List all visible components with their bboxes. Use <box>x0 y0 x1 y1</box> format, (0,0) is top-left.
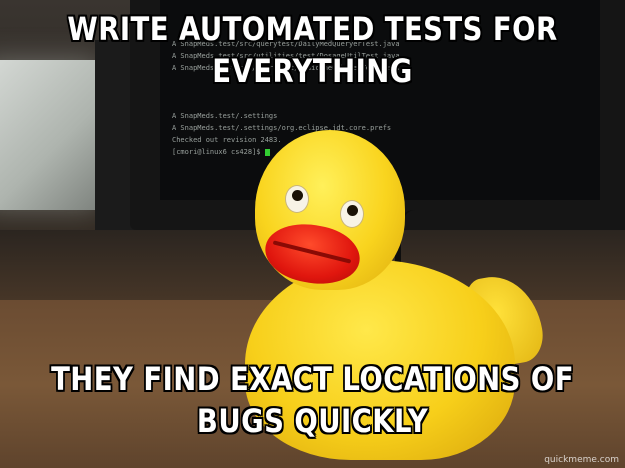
duck-pupil <box>347 205 358 216</box>
terminal-screen: A SnapMeds.test/src/querytest/DailyMedQu… <box>160 0 600 200</box>
terminal-prompt: [cmori@linux6 cs428]$ <box>172 148 270 156</box>
terminal-line: A SnapMeds.test/src/querytest/MedicineCa… <box>172 64 400 72</box>
cursor-icon <box>264 148 270 156</box>
duck-eye-left <box>285 185 309 213</box>
terminal-line: Checked out revision 2483. <box>172 136 282 144</box>
terminal-line: A SnapMeds.test/src/utilities/test/Dosag… <box>172 52 400 60</box>
bottom-caption: THEY FIND EXACT LOCATIONS OF BUGS QUICKL… <box>51 360 574 440</box>
left-monitor-bezel <box>95 40 135 230</box>
terminal-prompt-text: [cmori@linux6 cs428]$ <box>172 148 261 156</box>
terminal-line: A SnapMeds.test/.settings <box>172 112 278 120</box>
duck-eye-right <box>340 200 364 228</box>
terminal-line: A SnapMeds.test/src/querytest/DailyMedQu… <box>172 40 400 48</box>
terminal-line: A SnapMeds.test/.settings/org.eclipse.jd… <box>172 124 392 132</box>
top-caption: WRITE AUTOMATED TESTS FOR EVERYTHING <box>67 10 558 90</box>
duck-body <box>245 260 515 460</box>
watermark: quickmeme.com <box>544 455 619 465</box>
duck-pupil <box>292 190 303 201</box>
left-monitor <box>0 60 100 210</box>
